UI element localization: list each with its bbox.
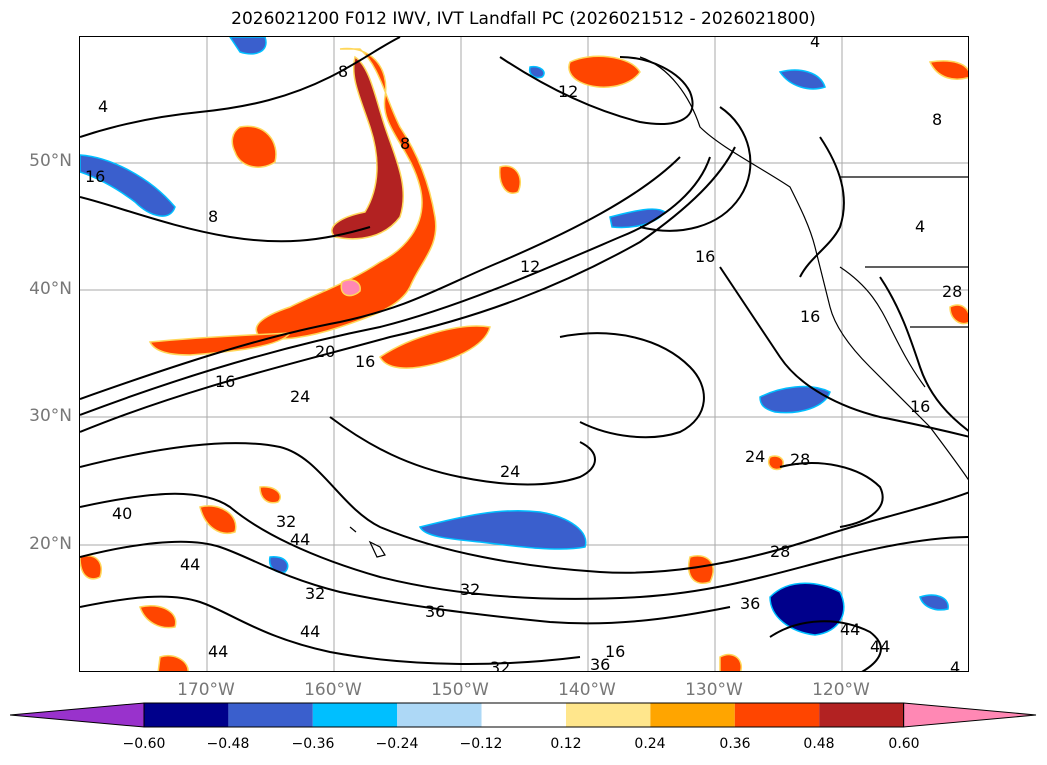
contour-label: 4 <box>98 97 108 116</box>
colorbar <box>10 702 1037 728</box>
iwv-contours <box>80 37 968 671</box>
colorbar-segment <box>397 703 482 727</box>
lon-label: 140°W <box>558 680 616 700</box>
contour-label: 24 <box>745 447 765 466</box>
contour-label: 16 <box>355 352 375 371</box>
contour-label: 32 <box>490 658 510 672</box>
map-title: 2026021200 F012 IWV, IVT Landfall PC (20… <box>231 9 816 29</box>
coastline <box>349 56 968 558</box>
contour-label: 36 <box>740 594 760 613</box>
contour-label: 8 <box>338 62 348 81</box>
lon-label: 120°W <box>812 680 870 700</box>
contour-label: 44 <box>300 622 320 641</box>
colorbar-segment <box>566 703 651 727</box>
colorbar-tick: 0.60 <box>888 736 920 752</box>
contour-label: 44 <box>870 637 890 656</box>
colorbar-tick: −0.60 <box>122 736 166 752</box>
contour-label: 44 <box>290 530 310 549</box>
lat-label: 40°N <box>29 279 72 299</box>
positive-anomaly-fills <box>80 47 968 671</box>
colorbar-extend-high <box>903 702 1037 728</box>
contour-label: 24 <box>500 462 520 481</box>
contour-label: 44 <box>180 555 200 574</box>
contour-label: 40 <box>112 504 132 523</box>
colorbar-tick: −0.12 <box>459 736 503 752</box>
colorbar-tick: 0.36 <box>719 736 751 752</box>
colorbar-segment <box>312 703 398 727</box>
contour-label: 16 <box>910 397 930 416</box>
contour-label: 16 <box>605 642 625 661</box>
lon-label: 160°W <box>304 680 362 700</box>
contour-label: 8 <box>932 110 942 129</box>
colorbar-tick: 0.12 <box>550 736 582 752</box>
lat-label: 30°N <box>29 406 72 426</box>
contour-label: 36 <box>590 655 610 672</box>
graticule <box>80 37 968 671</box>
lon-label: 170°W <box>177 680 235 700</box>
contour-label: 8 <box>208 207 218 226</box>
colorbar-segment <box>228 703 313 727</box>
contour-label: 28 <box>790 450 810 469</box>
lat-label: 50°N <box>29 151 72 171</box>
colorbar-segment <box>144 703 229 727</box>
colorbar-segment <box>481 703 566 727</box>
contour-labels: 4 8 12 16 16 8 8 12 16 16 16 20 24 24 24… <box>85 37 962 672</box>
contour-label: 12 <box>520 257 540 276</box>
contour-label: 4 <box>915 217 925 236</box>
lon-label: 150°W <box>431 680 489 700</box>
contour-label: 16 <box>85 167 105 186</box>
colorbar-border <box>143 702 905 728</box>
lon-label: 130°W <box>685 680 743 700</box>
contour-label: 44 <box>208 642 228 661</box>
colorbar-extend-low <box>10 702 145 728</box>
contour-label: 16 <box>800 307 820 326</box>
colorbar-tick: −0.48 <box>206 736 250 752</box>
contour-label: 16 <box>215 372 235 391</box>
contour-label: 16 <box>695 247 715 266</box>
contour-label: 44 <box>840 620 860 639</box>
colorbar-tick: −0.24 <box>375 736 419 752</box>
contour-label: 12 <box>558 82 578 101</box>
contour-label: 32 <box>276 512 296 531</box>
negative-anomaly-fills <box>80 37 949 636</box>
colorbar-segment <box>819 703 904 727</box>
lat-label: 20°N <box>29 534 72 554</box>
contour-label: 32 <box>305 584 325 603</box>
contour-label: 4 <box>950 658 960 672</box>
contour-label: 20 <box>315 342 335 361</box>
contour-label: 8 <box>400 134 410 153</box>
contour-label: 36 <box>425 602 445 621</box>
colorbar-tick: 0.48 <box>803 736 835 752</box>
colorbar-tick: −0.36 <box>291 736 335 752</box>
colorbar-segment <box>650 703 735 727</box>
map-panel: 4 8 12 16 16 8 8 12 16 16 16 20 24 24 24… <box>79 36 969 672</box>
colorbar-tick: 0.24 <box>634 736 666 752</box>
contour-label: 28 <box>942 282 962 301</box>
contour-label: 4 <box>810 37 820 51</box>
contour-label: 24 <box>290 387 310 406</box>
colorbar-segment <box>734 703 820 727</box>
contour-label: 32 <box>460 580 480 599</box>
contour-label: 28 <box>770 542 790 561</box>
map-canvas: 4 8 12 16 16 8 8 12 16 16 16 20 24 24 24… <box>80 37 968 672</box>
